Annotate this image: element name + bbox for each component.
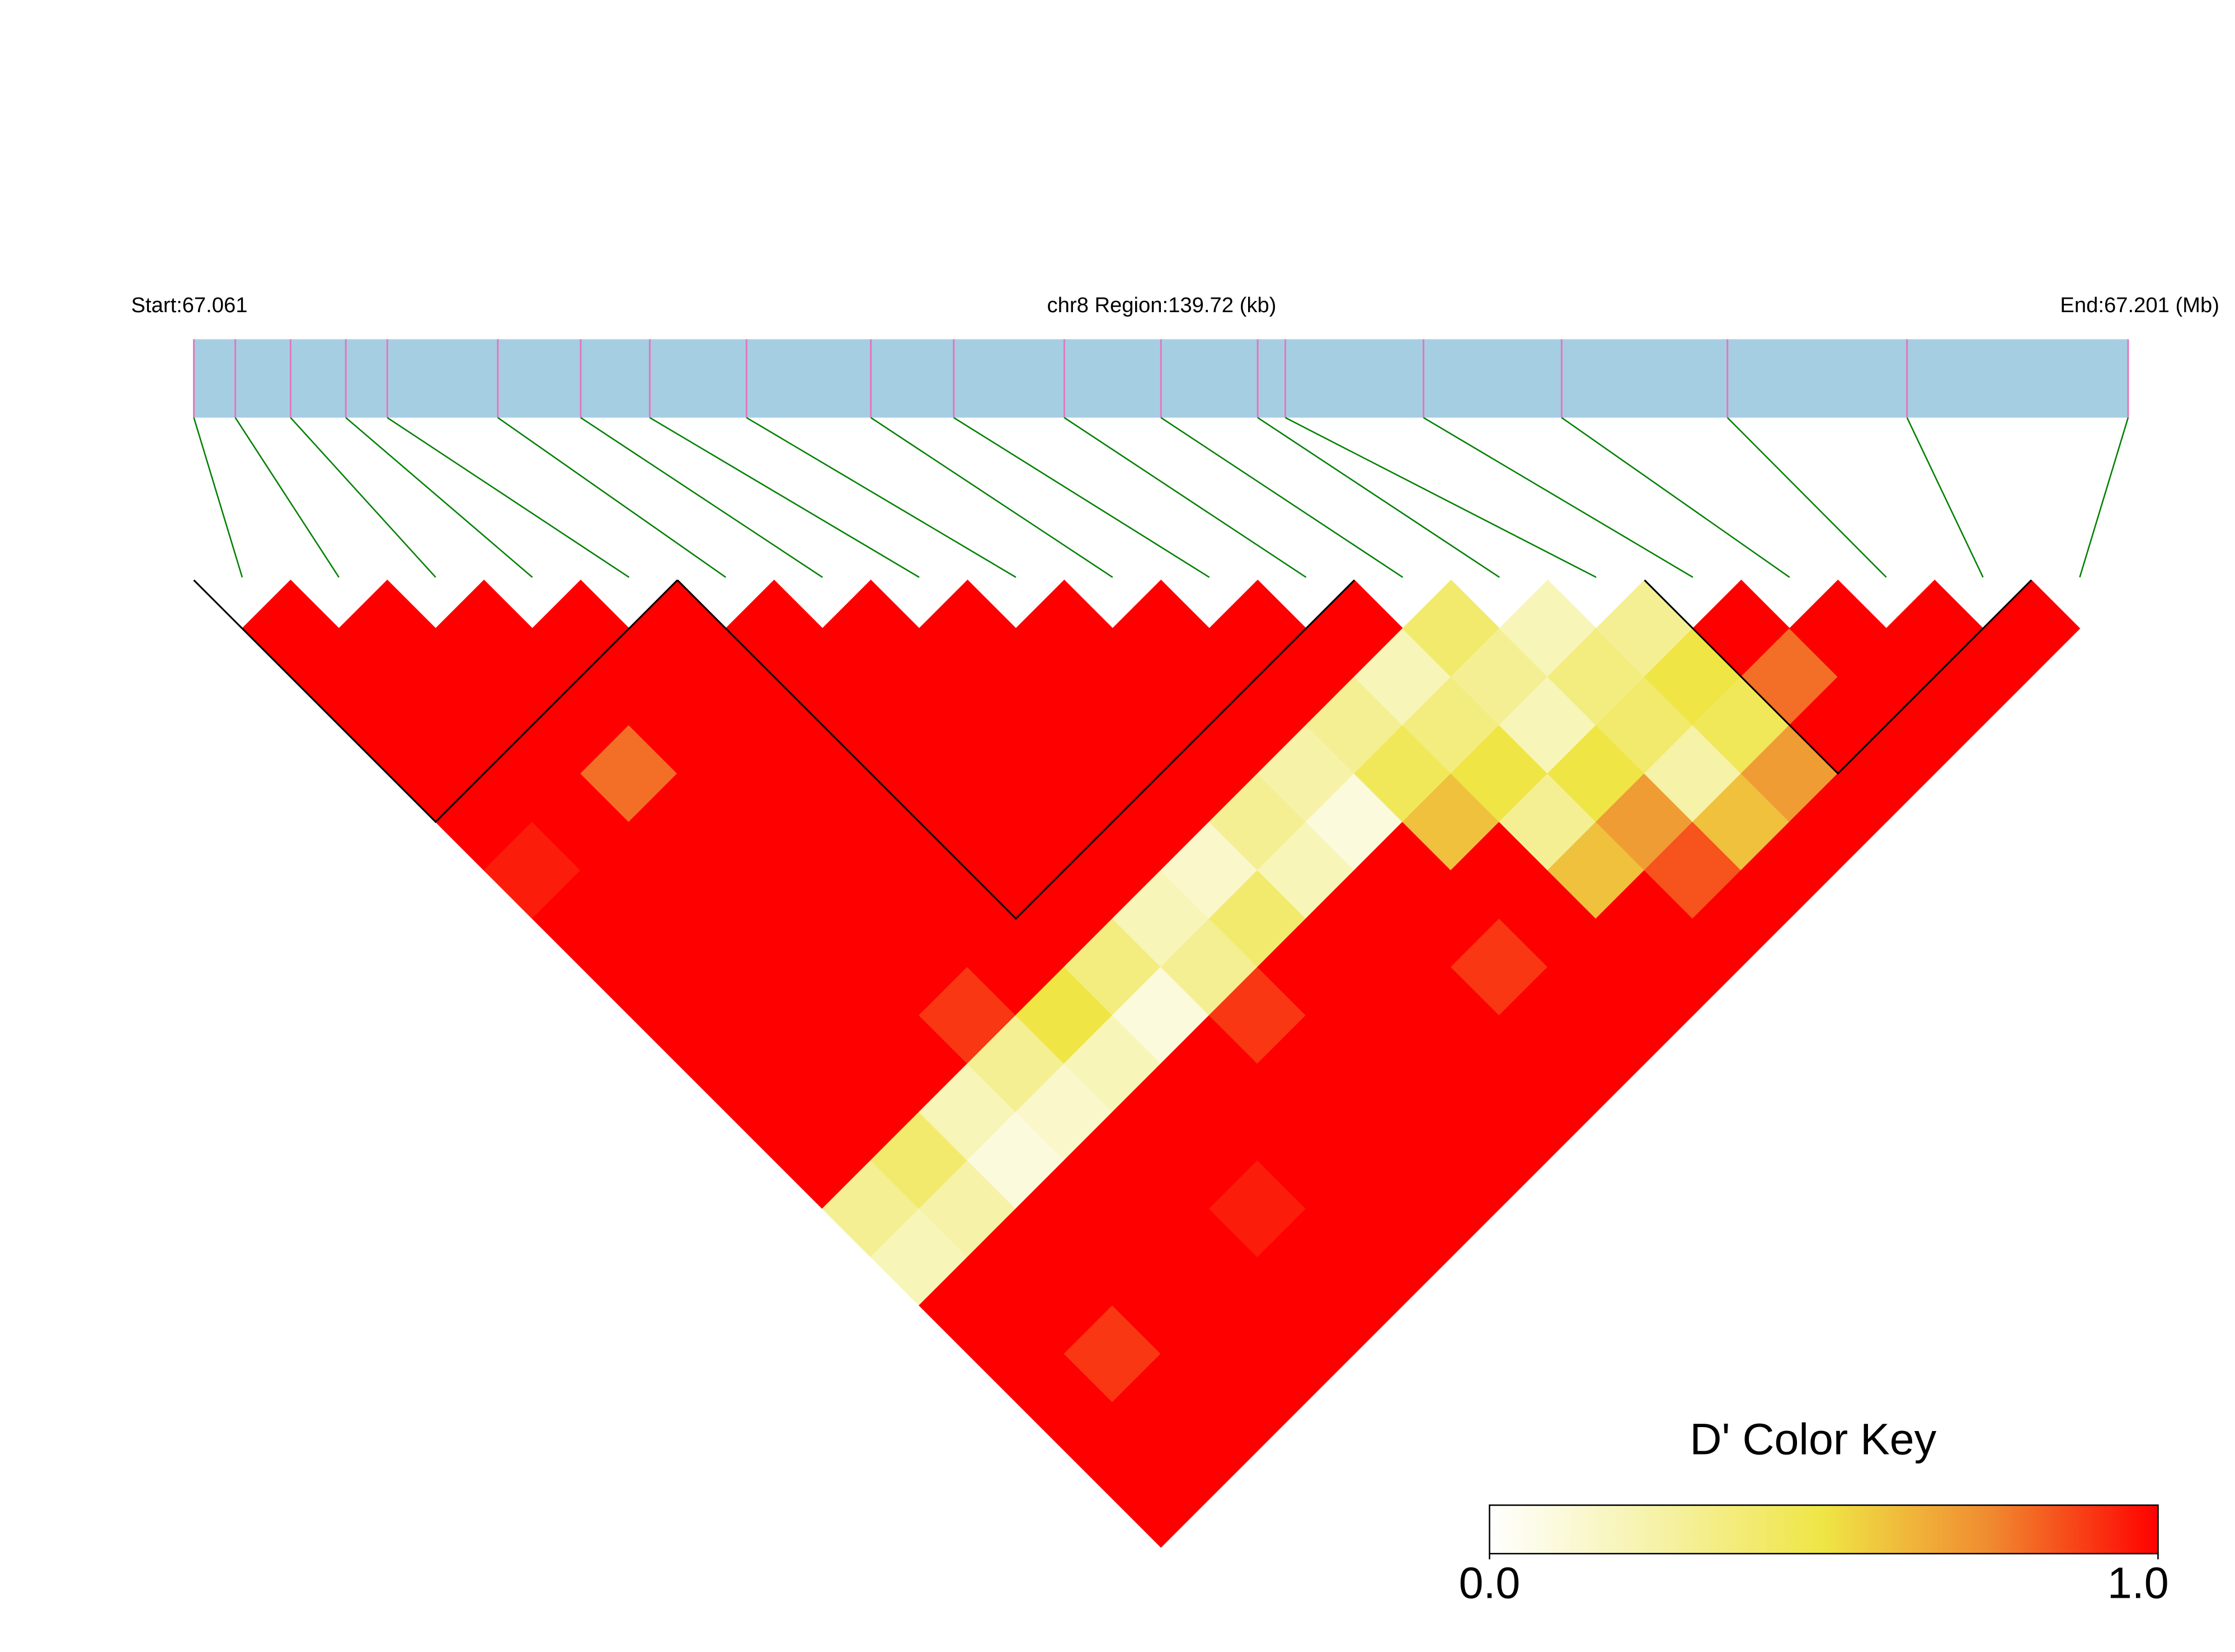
snp-link — [1423, 417, 1693, 578]
snp-link — [290, 417, 436, 578]
snp-link — [580, 417, 823, 578]
snp-link — [387, 417, 630, 578]
region-label: chr8 Region:139.72 (kb) — [1047, 293, 1277, 317]
snp-link — [649, 417, 920, 578]
ld-block — [193, 579, 678, 823]
snp-link — [345, 417, 533, 578]
snp-link — [234, 417, 340, 578]
key-tick-label: 0.0 — [1459, 1559, 1521, 1608]
snp-link — [193, 417, 243, 578]
snp-link — [1284, 417, 1597, 578]
end-label: End:67.201 (Mb) — [2060, 293, 2219, 317]
ld-block — [1644, 579, 2032, 775]
color-key — [1489, 1504, 2159, 1555]
snp-link — [746, 417, 1017, 578]
snp-link — [953, 417, 1210, 578]
heatmap — [242, 580, 2081, 1548]
snp-link — [497, 417, 727, 578]
snp-link — [1561, 417, 1790, 578]
start-label: Start:67.061 — [131, 293, 247, 317]
snp-link — [870, 417, 1113, 578]
ld-block — [676, 579, 1356, 920]
snp-link — [1160, 417, 1404, 578]
snp-link — [1906, 417, 1984, 578]
snp-link — [1064, 417, 1307, 578]
snp-link — [2079, 417, 2129, 578]
key-tick-label: 1.0 — [2107, 1559, 2169, 1608]
colorbar-title: D' Color Key — [1690, 1414, 1936, 1463]
snp-link — [1257, 417, 1500, 578]
snp-link — [1726, 417, 1887, 578]
